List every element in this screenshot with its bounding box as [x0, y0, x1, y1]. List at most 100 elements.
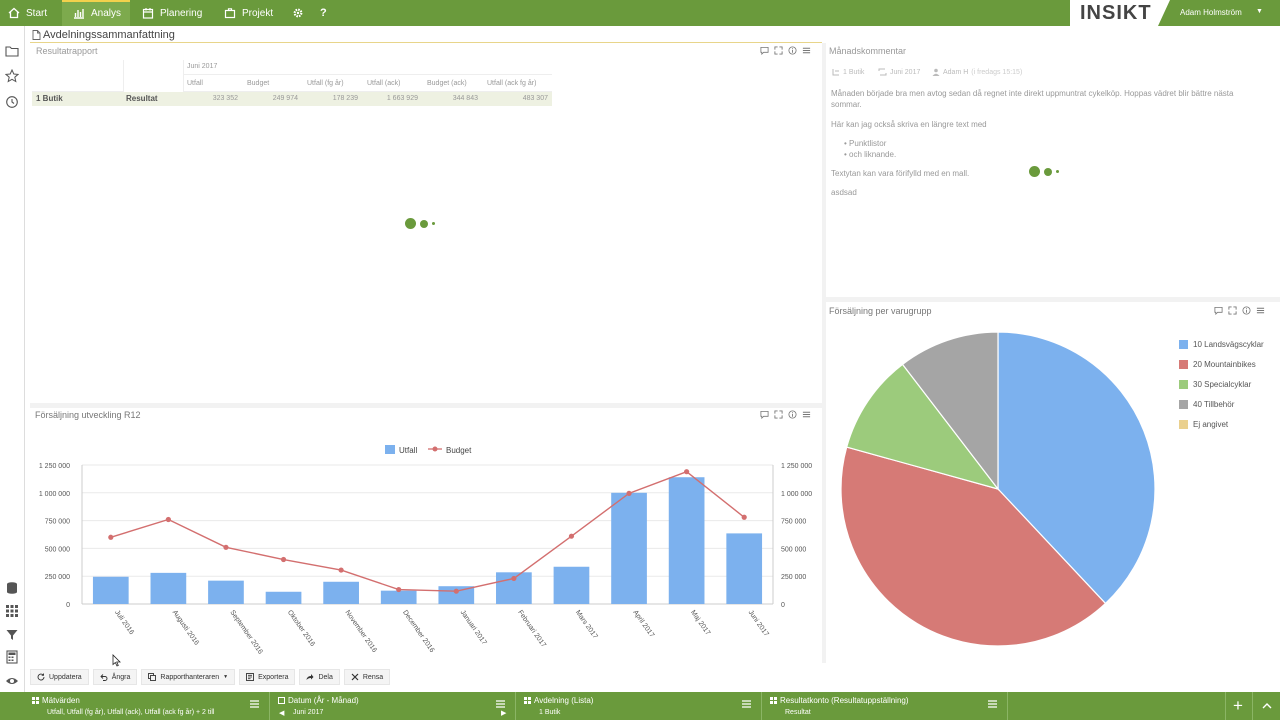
bar-utfall — [611, 492, 647, 604]
expand-icon[interactable] — [1228, 306, 1237, 315]
col-header[interactable]: Utfall — [187, 80, 203, 87]
database-icon[interactable] — [5, 581, 19, 595]
legend-item[interactable]: 40 Tillbehör — [1179, 400, 1234, 409]
eye-icon[interactable] — [5, 674, 19, 688]
nav-start[interactable]: Start — [8, 0, 58, 26]
menu-icon[interactable] — [988, 700, 997, 708]
pie-slice — [901, 331, 999, 491]
chart-panel-tools — [760, 410, 811, 419]
star-icon[interactable] — [5, 69, 19, 83]
grid-icon — [32, 697, 39, 704]
dimension-value: 1 Butik — [539, 709, 561, 716]
menu-icon[interactable] — [742, 700, 751, 708]
copy-icon — [148, 673, 157, 681]
legend-item[interactable]: Ej angivet — [1179, 420, 1228, 429]
dimension-title: Avdelning (Lista) — [534, 696, 594, 705]
top-navigation-bar: Start Analys Planering Projekt ? INSIKT … — [0, 0, 1280, 26]
col-header[interactable]: Budget — [247, 80, 270, 87]
y-tick-label-left: 250 000 — [45, 574, 70, 581]
col-header[interactable]: Utfall (ack fg år) — [487, 80, 537, 87]
comment-icon[interactable] — [760, 410, 769, 419]
comment-paragraph: Månaden började bra men avtog sedan då r… — [831, 89, 1234, 109]
bar-utfall — [92, 576, 129, 604]
chevron-down-icon[interactable]: ▼ — [1256, 8, 1263, 15]
expand-icon[interactable] — [774, 410, 783, 419]
user-menu[interactable]: Adam Holmström — [1180, 8, 1242, 17]
comment-icon[interactable] — [1214, 306, 1223, 315]
settings-button[interactable] — [292, 0, 304, 26]
update-button[interactable]: Uppdatera — [30, 669, 89, 685]
table-cell: 1 663 929 — [386, 95, 418, 102]
pie-slice — [840, 446, 1107, 647]
legend-label: Budget — [446, 446, 472, 455]
point-budget — [741, 514, 747, 520]
dimension-measures[interactable]: Mätvärden Utfall, Utfall (fg år), Utfall… — [25, 692, 270, 720]
info-icon[interactable] — [1242, 306, 1251, 315]
share-icon — [306, 674, 314, 680]
point-budget — [453, 588, 459, 594]
calendar-icon — [278, 697, 285, 704]
menu-icon[interactable] — [496, 700, 505, 708]
legend-item[interactable]: 30 Specialcyklar — [1179, 380, 1251, 389]
x-tick-label: Augusti 2016 — [171, 609, 200, 647]
loader-dot — [1044, 167, 1052, 176]
menu-icon[interactable] — [802, 46, 811, 55]
loading-indicator — [405, 218, 435, 229]
legend-item[interactable]: 10 Landsvägscyklar — [1179, 340, 1264, 349]
filter-icon[interactable] — [5, 628, 19, 642]
clear-button[interactable]: Rensa — [343, 669, 391, 685]
row-account: Resultat — [126, 94, 158, 103]
next-period-icon[interactable]: ▶ — [501, 710, 507, 717]
grid-icon[interactable] — [5, 604, 19, 618]
pie-slice — [997, 331, 1156, 605]
export-button[interactable]: Exportera — [239, 669, 296, 685]
grid-icon — [770, 697, 777, 704]
report-manager-button[interactable]: Rapporthanteraren ▼ — [141, 669, 236, 685]
meta-time: (i fredags 15:15) — [971, 68, 1023, 76]
collapse-bar-button[interactable] — [1254, 692, 1280, 720]
title-rule — [30, 42, 822, 43]
history-icon[interactable] — [5, 95, 19, 109]
bar-utfall — [150, 572, 187, 604]
nav-projekt-label: Projekt — [242, 7, 274, 19]
x-tick-label: Mars 2017 — [574, 609, 599, 640]
info-icon[interactable] — [788, 410, 797, 419]
dimension-date[interactable]: Datum (År - Månad) ◀ Juni 2017 ▶ — [271, 692, 516, 720]
undo-button[interactable]: Ångra — [92, 669, 138, 685]
help-button[interactable]: ? — [320, 7, 327, 19]
col-header[interactable]: Utfall (ack) — [367, 80, 401, 87]
point-budget — [165, 516, 171, 523]
loader-dot — [405, 218, 416, 229]
calculator-icon[interactable] — [5, 650, 19, 664]
table-corner-2 — [124, 60, 184, 92]
menu-icon[interactable] — [250, 700, 259, 708]
menu-icon[interactable] — [802, 410, 811, 419]
dimension-title: Datum (År - Månad) — [288, 696, 359, 705]
folder-icon[interactable] — [5, 44, 19, 58]
legend-item[interactable]: 20 Mountainbikes — [1179, 360, 1256, 369]
menu-icon[interactable] — [1256, 306, 1265, 315]
comment-icon[interactable] — [760, 46, 769, 55]
dimension-bar: Mätvärden Utfall, Utfall (fg år), Utfall… — [0, 692, 1280, 720]
comment-paragraph: asdsad — [831, 188, 857, 197]
loader-dot — [432, 222, 435, 225]
nav-projekt[interactable]: Projekt — [224, 0, 284, 26]
share-button[interactable]: Dela — [299, 669, 340, 685]
nav-analys[interactable]: Analys — [62, 0, 130, 26]
document-icon — [32, 30, 41, 40]
expand-icon[interactable] — [774, 46, 783, 55]
x-tick-label: Februari 2017 — [516, 609, 547, 649]
col-header[interactable]: Utfall (fg år) — [307, 80, 344, 87]
add-dimension-button[interactable]: + — [1225, 692, 1253, 720]
info-icon[interactable] — [788, 46, 797, 55]
table-row[interactable]: 1 Butik Resultat 323 352 249 974 178 239… — [32, 92, 552, 106]
col-header[interactable]: Budget (ack) — [427, 80, 467, 87]
column-header-row — [184, 74, 552, 92]
nav-planering[interactable]: Planering — [142, 0, 212, 26]
dimension-account[interactable]: Resultatkonto (Resultatuppställning) Res… — [763, 692, 1008, 720]
dimension-department[interactable]: Avdelning (Lista) 1 Butik — [517, 692, 762, 720]
table-cell: 344 843 — [452, 95, 478, 102]
prev-period-icon[interactable]: ◀ — [279, 710, 285, 717]
table-cell: 178 239 — [332, 95, 358, 102]
loader-dot — [420, 219, 428, 228]
